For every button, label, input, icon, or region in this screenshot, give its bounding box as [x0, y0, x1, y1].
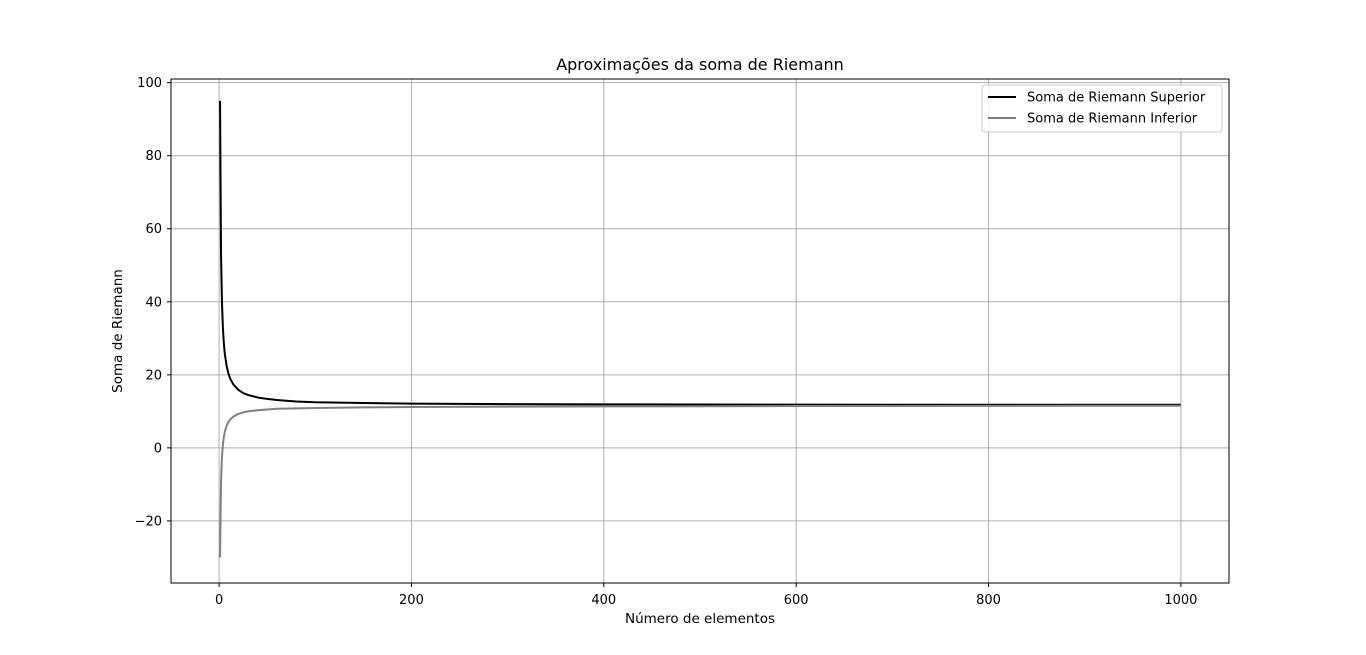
x-tick-label: 0: [215, 593, 223, 608]
y-tick-label: −20: [135, 514, 162, 529]
series-line-inferior: [219, 404, 1181, 558]
legend: Soma de Riemann Superior Soma de Riemann…: [981, 84, 1223, 133]
y-axis-title: Soma de Riemann: [110, 269, 126, 393]
y-tick-label: 80: [145, 149, 162, 164]
x-tick-label: 1000: [1164, 593, 1197, 608]
legend-box: [981, 84, 1223, 133]
y-tick-label: 60: [145, 222, 162, 237]
x-tick-label: 400: [591, 593, 616, 608]
y-tick-label: 100: [137, 76, 162, 91]
x-tick-label: 200: [399, 593, 424, 608]
plot-frame: [170, 78, 1230, 584]
series-lines: [219, 100, 1181, 558]
y-tick-label: 0: [154, 441, 162, 456]
chart-title: Aproximações da soma de Riemann: [556, 55, 844, 74]
series-line-superior: [219, 100, 1181, 406]
y-tick-label: 20: [145, 368, 162, 383]
legend-label-superior: Soma de Riemann Superior: [1027, 91, 1206, 106]
legend-label-inferior: Soma de Riemann Inferior: [1027, 112, 1198, 127]
axis-ticks: 0 200 400 600 800 1000 −20 0 20 40 60 80 100: [135, 76, 1198, 608]
x-tick-label: 800: [976, 593, 1001, 608]
grid: [171, 79, 1229, 583]
x-tick-label: 600: [784, 593, 809, 608]
y-tick-label: 40: [145, 295, 162, 310]
x-axis-title: Número de elementos: [625, 611, 775, 627]
